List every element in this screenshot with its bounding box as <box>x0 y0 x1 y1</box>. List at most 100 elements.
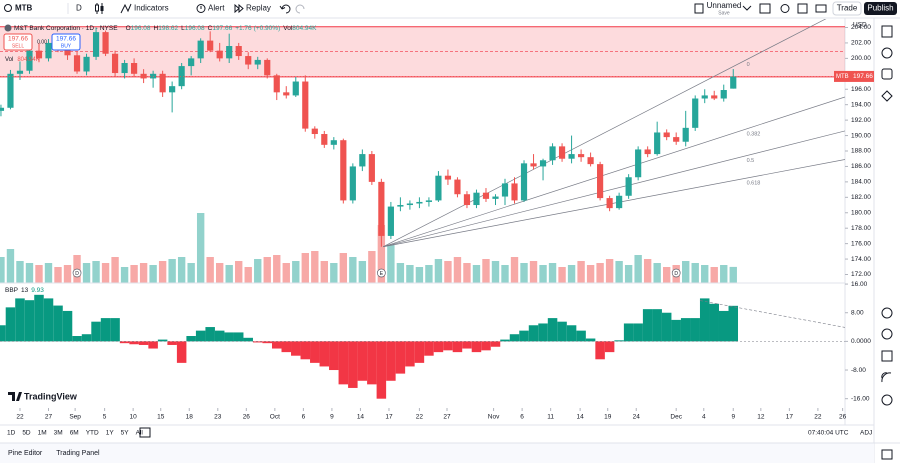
replay-icon[interactable] <box>234 3 244 14</box>
buy-box[interactable] <box>51 33 81 51</box>
volume-bar <box>130 265 138 283</box>
sell-box[interactable] <box>3 33 33 51</box>
volume-bar <box>320 261 328 283</box>
price-tag-bg <box>834 70 874 82</box>
settings-icon[interactable] <box>780 4 790 13</box>
event-marker[interactable] <box>671 268 681 278</box>
range-button[interactable]: 1M <box>38 430 47 437</box>
trade-button-bg[interactable] <box>832 1 862 16</box>
panel-icon[interactable] <box>881 449 893 460</box>
undo-icon[interactable] <box>279 4 291 14</box>
bbp-bar <box>271 341 282 349</box>
ohlc-label: L <box>181 25 185 32</box>
chart-style-icon[interactable] <box>95 3 104 14</box>
publish-button-bg[interactable] <box>864 2 897 15</box>
snapshot-icon[interactable] <box>815 4 827 13</box>
candle-body <box>473 192 480 206</box>
symbol[interactable]: MTB <box>15 4 33 13</box>
bbp-bar <box>424 341 434 356</box>
bbp-bar <box>157 339 168 342</box>
candle-body <box>159 73 166 93</box>
fib-level-label: 0 <box>747 62 750 68</box>
range-button[interactable]: YTD <box>86 430 99 437</box>
fullscreen-icon[interactable] <box>797 3 808 14</box>
calendar-icon[interactable] <box>881 350 893 362</box>
legend-row: M&T Bank Corporation · 1D · NYSE O196.08 H… <box>14 25 317 32</box>
bbp-bar <box>119 341 130 344</box>
y-tick-label: 186.00 <box>851 163 871 170</box>
event-marker[interactable] <box>377 268 386 278</box>
candle-body <box>216 50 223 59</box>
layout-name[interactable]: Unnamed <box>707 1 742 10</box>
volume-bar <box>729 266 737 283</box>
range-button[interactable]: All <box>136 430 144 437</box>
range-button[interactable]: 6M <box>70 430 79 437</box>
candle-body <box>587 157 594 165</box>
volume-bar <box>254 259 262 283</box>
x-tick-label: 9 <box>330 414 334 421</box>
trade-button[interactable]: Trade <box>837 4 858 13</box>
layout-menu[interactable] <box>742 5 752 11</box>
range-button[interactable]: 5D <box>22 430 31 437</box>
candle-body <box>45 42 52 59</box>
bbp-bar <box>252 341 263 343</box>
bbp-bar <box>481 341 491 351</box>
volume-bar <box>605 259 614 283</box>
bbp-bar <box>338 341 349 385</box>
save-label[interactable]: Save <box>718 10 730 16</box>
search-icon[interactable] <box>4 4 12 12</box>
ideas-icon[interactable] <box>881 307 893 319</box>
layouts-icon[interactable] <box>759 3 771 14</box>
volume-bar <box>196 213 205 283</box>
candle-body <box>64 48 71 56</box>
event-label: D <box>75 271 79 277</box>
bbp-bar <box>652 309 662 342</box>
footer-tab[interactable]: Pine Editor <box>8 450 43 457</box>
x-tick-label: 14 <box>357 414 365 421</box>
range-button[interactable]: 1Y <box>106 430 115 437</box>
data-window-icon[interactable] <box>881 68 893 80</box>
adjust-button[interactable]: ADJ <box>860 430 872 437</box>
candle-body <box>682 127 689 142</box>
hotlists-icon[interactable] <box>881 90 893 102</box>
alert-icon[interactable] <box>196 4 206 13</box>
candle-body <box>663 132 670 138</box>
candle-body <box>83 56 90 72</box>
range-button[interactable]: 5Y <box>121 430 130 437</box>
fib-level-label: 0.382 <box>747 131 761 137</box>
bbp-bar <box>614 340 624 342</box>
bbp-bar <box>386 341 396 381</box>
interval[interactable]: D <box>76 4 82 13</box>
range-button[interactable]: 1D <box>7 430 16 437</box>
candle-body <box>730 76 737 89</box>
indicators-button[interactable]: Indicators <box>134 4 169 13</box>
redo-icon[interactable] <box>295 4 305 14</box>
logo-text: TradingView <box>24 391 78 401</box>
publish-button[interactable]: Publish <box>867 4 893 13</box>
alert-button[interactable]: Alert <box>208 4 225 13</box>
indicators-icon[interactable] <box>120 3 132 14</box>
candle-body <box>539 160 547 167</box>
volume-name: Vol <box>5 57 13 63</box>
bbp-bar <box>471 341 482 353</box>
x-tick-label: 24 <box>633 414 641 421</box>
date-range-icon[interactable] <box>139 427 151 438</box>
watchlist-icon[interactable] <box>881 25 893 38</box>
range-button[interactable]: 3M <box>54 430 63 437</box>
event-marker[interactable] <box>72 268 82 278</box>
replay-button[interactable]: Replay <box>246 4 271 13</box>
fib-level-label: 0.618 <box>747 181 761 187</box>
bbp-bar <box>680 318 691 342</box>
footer-tab[interactable]: Trading Panel <box>56 450 100 457</box>
y-tick-label: 174.00 <box>851 256 871 263</box>
spread: 0.00 <box>37 39 47 45</box>
volume-bar <box>377 225 386 283</box>
y-tick-label: 194.00 <box>851 101 871 108</box>
layout-checkbox[interactable] <box>694 3 704 14</box>
news-icon[interactable] <box>881 372 892 383</box>
candle-body <box>0 107 5 111</box>
candle-body <box>311 128 318 135</box>
help-icon[interactable] <box>881 394 893 406</box>
screener-icon[interactable] <box>881 328 893 340</box>
alerts-icon[interactable] <box>881 47 893 59</box>
